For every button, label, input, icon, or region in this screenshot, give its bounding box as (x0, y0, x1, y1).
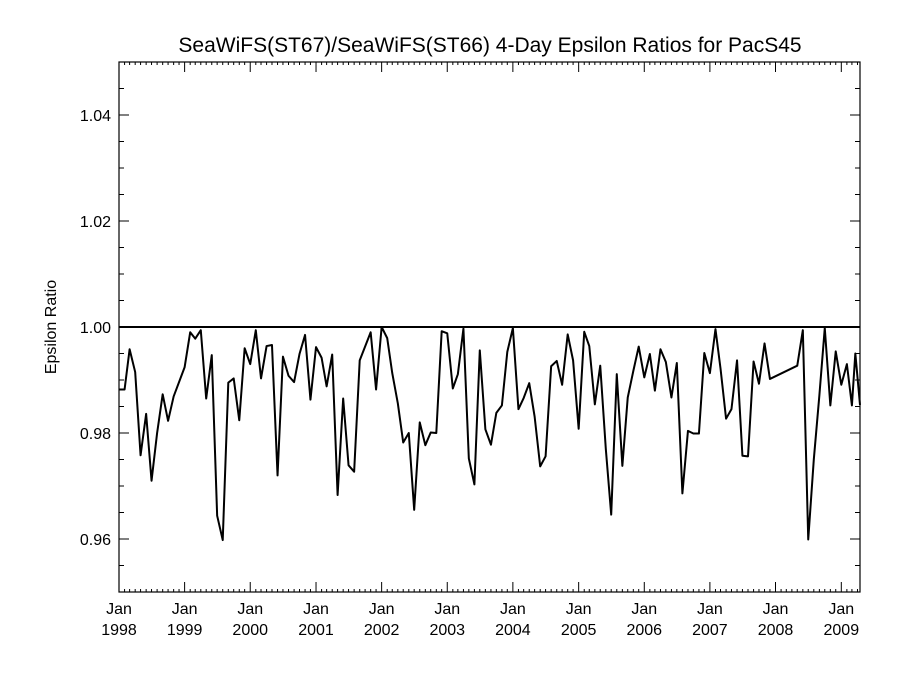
x-tick-month-label: Jan (697, 601, 723, 618)
x-tick-month-label: Jan (566, 601, 592, 618)
x-tick-year-label: 1999 (167, 622, 203, 639)
y-tick-label: 0.98 (80, 426, 111, 443)
x-tick-month-label: Jan (763, 601, 789, 618)
x-tick-month-label: Jan (631, 601, 657, 618)
y-tick-label: 0.96 (80, 532, 111, 549)
x-tick-month-label: Jan (500, 601, 526, 618)
y-axis-title: Epsilon Ratio (43, 280, 60, 374)
y-tick-label: 1.00 (80, 320, 111, 337)
chart-title: SeaWiFS(ST67)/SeaWiFS(ST66) 4-Day Epsilo… (178, 34, 801, 57)
x-tick-year-label: 2007 (692, 622, 728, 639)
x-tick-year-label: 2004 (495, 622, 531, 639)
x-tick-year-label: 2008 (758, 622, 794, 639)
x-tick-month-label: Jan (106, 601, 132, 618)
x-tick-month-label: Jan (828, 601, 854, 618)
x-tick-year-label: 2009 (824, 622, 860, 639)
x-tick-year-label: 2001 (298, 622, 334, 639)
x-tick-year-label: 2005 (561, 622, 597, 639)
x-tick-month-label: Jan (303, 601, 329, 618)
x-tick-year-label: 2003 (429, 622, 465, 639)
x-tick-month-label: Jan (172, 601, 198, 618)
x-tick-month-label: Jan (434, 601, 460, 618)
x-tick-year-label: 1998 (101, 622, 137, 639)
y-tick-label: 1.04 (80, 108, 111, 125)
x-tick-month-label: Jan (369, 601, 395, 618)
x-tick-year-label: 2000 (232, 622, 268, 639)
x-tick-year-label: 2002 (364, 622, 400, 639)
y-tick-label: 1.02 (80, 214, 111, 231)
x-tick-year-label: 2006 (626, 622, 662, 639)
series-line (119, 326, 861, 542)
x-tick-month-label: Jan (237, 601, 263, 618)
